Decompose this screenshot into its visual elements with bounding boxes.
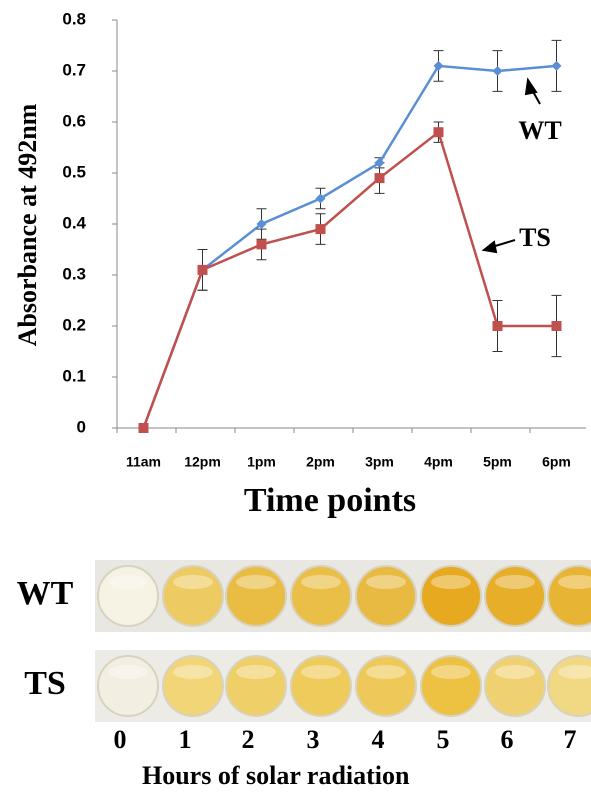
x-axis-title: Time points	[244, 482, 416, 519]
well-highlight	[495, 575, 535, 589]
marker	[493, 66, 503, 76]
y-tick-label: 0.7	[62, 60, 86, 79]
marker	[375, 173, 385, 183]
well-highlight	[173, 575, 213, 589]
x-tick-label: 12pm	[184, 454, 221, 470]
y-tick-label: 0.2	[62, 315, 86, 334]
marker	[139, 423, 149, 433]
x-tick-label: 1pm	[247, 454, 276, 470]
column-label: 7	[564, 725, 577, 754]
y-tick-label: 0.1	[62, 366, 86, 385]
photo-caption: Hours of solar radiation	[142, 761, 410, 790]
column-label: 0	[114, 725, 127, 754]
y-axis-title: Absorbance at 492nm	[13, 103, 42, 346]
y-tick-label: 0.3	[62, 264, 86, 283]
well-highlight	[173, 665, 213, 679]
well-highlight	[301, 665, 341, 679]
y-tick-label: 0.4	[62, 213, 86, 232]
well-highlight	[108, 665, 148, 679]
x-tick-label: 3pm	[365, 454, 394, 470]
series-label: WT	[518, 116, 561, 145]
series-line	[144, 132, 557, 428]
series-label: TS	[519, 223, 551, 252]
x-tick-label: 4pm	[424, 454, 453, 470]
column-label: 1	[179, 725, 192, 754]
x-tick-label: 6pm	[542, 454, 571, 470]
row-label: WT	[17, 575, 74, 612]
marker	[434, 127, 444, 137]
column-label: 2	[242, 725, 255, 754]
y-tick-label: 0.8	[62, 9, 86, 28]
figure: Absorbance at 492nm Time points WT TS Ho…	[0, 0, 591, 796]
well-highlight	[236, 575, 276, 589]
marker	[493, 321, 503, 331]
well-highlight	[301, 575, 341, 589]
well-highlight	[366, 665, 406, 679]
arrowhead	[526, 80, 536, 94]
well-highlight	[236, 665, 276, 679]
well-highlight	[431, 575, 471, 589]
x-tick-label: 11am	[126, 454, 161, 470]
arrowhead	[484, 242, 496, 252]
well-highlight	[366, 575, 406, 589]
y-tick-label: 0.5	[62, 162, 86, 181]
well-highlight	[431, 665, 471, 679]
row-label: TS	[24, 665, 66, 702]
x-tick-label: 2pm	[306, 454, 335, 470]
marker	[552, 61, 562, 71]
column-label: 5	[437, 725, 450, 754]
marker	[316, 224, 326, 234]
well-highlight	[495, 665, 535, 679]
y-tick-label: 0.6	[62, 111, 86, 130]
column-label: 6	[501, 725, 514, 754]
marker	[257, 239, 267, 249]
well-highlight	[108, 575, 148, 589]
marker	[198, 265, 208, 275]
column-label: 3	[307, 725, 320, 754]
column-label: 4	[372, 725, 385, 754]
x-tick-label: 5pm	[483, 454, 512, 470]
y-tick-label: 0	[77, 417, 86, 436]
marker	[552, 321, 562, 331]
